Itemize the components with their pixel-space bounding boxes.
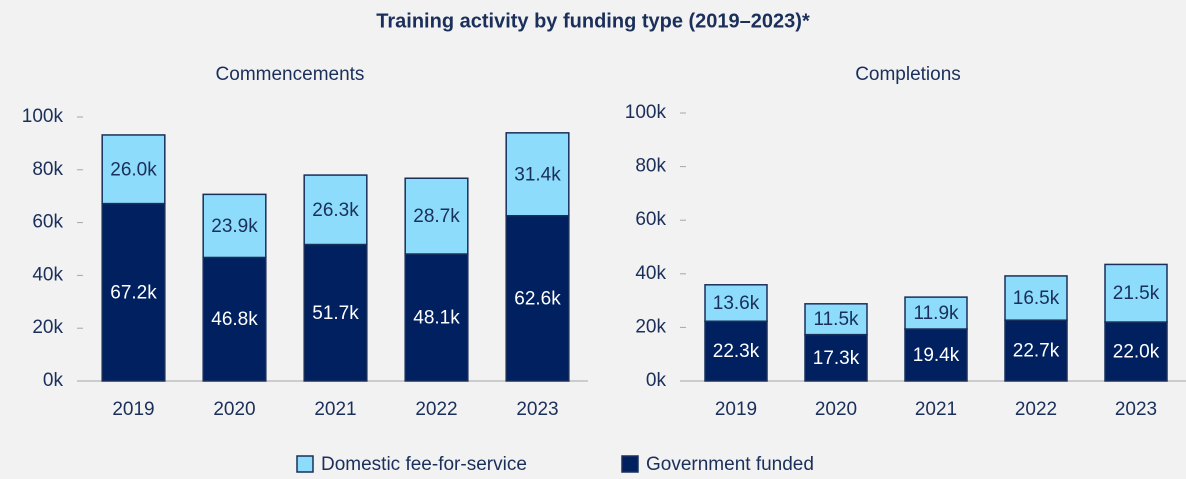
data-label: 11.9k	[913, 303, 959, 324]
chart-title: Training activity by funding type (2019–…	[376, 10, 810, 32]
bar-segment	[202, 193, 267, 259]
x-tick-label: 2019	[715, 399, 757, 420]
y-tick-label: 0k	[646, 370, 667, 391]
bar-segment	[404, 177, 469, 255]
bar-segment	[303, 243, 368, 382]
y-tick-label: 20k	[635, 316, 666, 337]
x-tick-label: 2022	[1015, 399, 1057, 420]
legend-label: Domestic fee-for-service	[321, 454, 527, 475]
data-label: 22.3k	[713, 341, 760, 362]
bar-segment	[303, 174, 368, 246]
bar-segment	[101, 134, 166, 205]
data-label: 62.6k	[514, 288, 561, 309]
x-tick-label: 2020	[815, 399, 857, 420]
y-tick-label: 20k	[32, 317, 63, 338]
data-label: 22.0k	[1113, 342, 1160, 363]
data-label: 26.3k	[312, 200, 359, 221]
bar-segment	[804, 303, 868, 336]
x-tick-label: 2023	[516, 399, 558, 420]
data-label: 31.4k	[514, 164, 561, 185]
bar-segment	[1004, 275, 1068, 321]
legend-swatch	[296, 455, 314, 473]
y-tick-label: 60k	[635, 209, 666, 230]
bar-segment	[202, 256, 267, 382]
bar-segment	[804, 333, 868, 382]
y-tick-label: 60k	[32, 212, 63, 233]
data-label: 23.9k	[211, 216, 258, 237]
y-tick-label: 0k	[43, 370, 64, 391]
data-label: 48.1k	[413, 308, 460, 329]
data-label: 26.0k	[110, 159, 157, 180]
bar-segment	[404, 253, 469, 382]
y-tick-label: 40k	[635, 263, 666, 284]
data-label: 28.7k	[413, 206, 460, 227]
data-label: 22.7k	[1013, 341, 1060, 362]
x-tick-label: 2021	[915, 399, 957, 420]
legend-label: Government funded	[646, 454, 814, 475]
y-tick-label: 100k	[22, 106, 64, 127]
bar-segment	[904, 328, 968, 382]
y-tick-label: 80k	[32, 159, 63, 180]
data-label: 21.5k	[1113, 283, 1160, 304]
data-label: 16.5k	[1013, 288, 1060, 309]
y-tick-label: 100k	[625, 102, 667, 123]
subplot-title: Commencements	[216, 64, 365, 85]
data-label: 46.8k	[211, 309, 258, 330]
bar-segment	[505, 132, 570, 217]
legend-swatch	[621, 455, 639, 473]
x-tick-label: 2019	[112, 399, 154, 420]
bar-segment	[505, 214, 570, 382]
data-label: 13.6k	[713, 293, 760, 314]
data-label: 51.7k	[312, 303, 359, 324]
bar-segment	[1104, 321, 1168, 382]
x-tick-label: 2023	[1115, 399, 1157, 420]
data-label: 17.3k	[813, 348, 860, 369]
bar-segment	[101, 202, 166, 382]
x-tick-label: 2022	[415, 399, 457, 420]
data-label: 67.2k	[110, 282, 157, 303]
subplot-title: Completions	[855, 64, 961, 85]
x-tick-label: 2020	[213, 399, 255, 420]
y-tick-label: 80k	[635, 156, 666, 177]
data-label: 11.5k	[813, 309, 859, 330]
data-label: 19.4k	[913, 345, 960, 366]
bar-segment	[904, 296, 968, 330]
bar-segment	[704, 320, 768, 382]
y-tick-label: 40k	[32, 264, 63, 285]
x-tick-label: 2021	[314, 399, 356, 420]
bar-segment	[1004, 319, 1068, 382]
bar-segment	[704, 284, 768, 322]
bar-segment	[1104, 263, 1168, 323]
